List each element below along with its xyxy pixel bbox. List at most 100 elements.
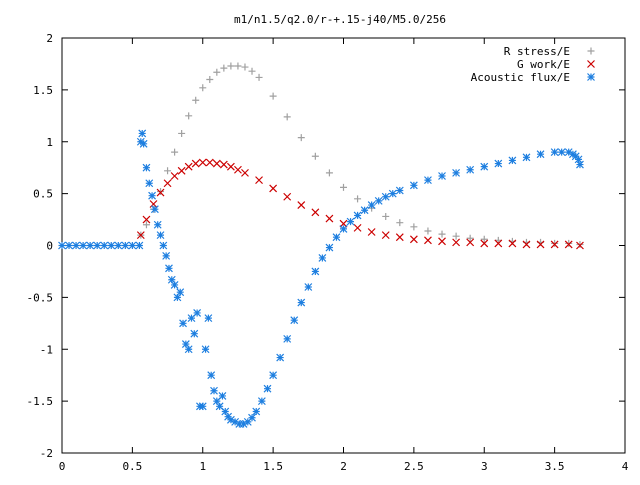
legend-marker xyxy=(587,73,595,81)
data-point xyxy=(231,417,240,426)
data-point xyxy=(114,241,123,250)
data-point xyxy=(198,402,207,411)
data-point xyxy=(283,113,291,121)
data-point xyxy=(128,241,137,250)
axes: 0 0.5 1 1.5 2 2.5 3 3.5 4 2 1.5 1 0.5 0 -0.5 -1 -1.5 -2 xyxy=(27,32,629,473)
data-point xyxy=(269,371,278,380)
data-point xyxy=(187,314,196,323)
data-point xyxy=(263,384,272,393)
data-point xyxy=(185,112,193,120)
data-point xyxy=(409,181,418,190)
legend-label: Acoustic flux/E xyxy=(471,71,570,84)
data-point xyxy=(290,316,299,325)
data-point xyxy=(452,168,461,177)
data-point xyxy=(176,288,185,297)
y-tick-label: 0 xyxy=(46,240,53,253)
data-point xyxy=(241,63,249,71)
data-point xyxy=(136,231,145,240)
data-point xyxy=(353,211,362,220)
data-point xyxy=(157,188,165,196)
data-point xyxy=(159,241,168,250)
plot-area xyxy=(58,62,584,428)
data-point xyxy=(297,298,306,307)
data-point xyxy=(360,206,369,215)
data-point xyxy=(255,73,263,81)
data-point xyxy=(536,150,545,159)
data-point xyxy=(466,234,474,242)
y-tick-label: 1.5 xyxy=(33,84,53,97)
data-point xyxy=(367,228,376,236)
data-point xyxy=(346,217,355,226)
data-point xyxy=(297,134,305,142)
data-point xyxy=(171,148,179,156)
data-point xyxy=(170,172,179,180)
data-point xyxy=(339,224,348,233)
data-point xyxy=(550,240,559,249)
data-point xyxy=(576,160,584,169)
data-point xyxy=(79,241,88,250)
data-point xyxy=(235,420,244,428)
data-point xyxy=(304,283,313,291)
data-point xyxy=(424,176,432,185)
data-point xyxy=(226,162,235,171)
data-point xyxy=(574,155,583,164)
data-point xyxy=(170,281,179,289)
data-point xyxy=(325,214,334,223)
data-point xyxy=(177,166,186,175)
data-point xyxy=(121,241,130,250)
data-point xyxy=(438,172,446,180)
data-point xyxy=(252,407,261,416)
data-point xyxy=(409,235,418,244)
data-point xyxy=(522,240,531,249)
data-point xyxy=(565,239,573,247)
data-point xyxy=(480,162,489,171)
data-point xyxy=(325,243,334,252)
data-point xyxy=(536,240,545,249)
data-point xyxy=(311,152,319,160)
data-point xyxy=(234,62,242,70)
data-point xyxy=(153,220,162,229)
data-point xyxy=(93,241,102,250)
y-tick-label: 1 xyxy=(46,136,53,149)
data-point xyxy=(145,179,154,188)
data-point xyxy=(367,201,376,209)
data-point xyxy=(374,196,383,205)
data-point xyxy=(438,237,446,246)
data-point xyxy=(248,413,256,422)
legend-marker xyxy=(587,47,595,55)
data-point xyxy=(557,148,566,157)
data-point xyxy=(148,191,157,200)
chart-title: m1/n1.5/q2.0/r-+.15-j40/M5.0/256 xyxy=(234,13,446,26)
data-point xyxy=(353,223,362,232)
data-point xyxy=(494,239,503,248)
data-point xyxy=(191,159,200,168)
data-point xyxy=(396,219,404,227)
y-tick-label: -0.5 xyxy=(27,291,54,304)
data-point xyxy=(212,397,221,406)
x-tick-label: 1 xyxy=(199,460,206,473)
series-2 xyxy=(136,158,584,250)
y-tick-label: -1.5 xyxy=(27,395,54,408)
legend-label: R stress/E xyxy=(504,45,570,58)
data-point xyxy=(318,254,327,262)
data-point xyxy=(255,176,263,185)
data-point xyxy=(173,293,182,302)
data-point xyxy=(192,96,200,104)
data-point xyxy=(219,160,228,169)
x-tick-label: 0.5 xyxy=(122,460,142,473)
data-point xyxy=(508,239,517,248)
data-point xyxy=(239,420,248,428)
data-point xyxy=(354,195,362,203)
data-point xyxy=(494,159,503,168)
data-point xyxy=(162,251,171,260)
series-3 xyxy=(58,129,584,428)
data-point xyxy=(218,392,227,400)
data-point xyxy=(551,239,559,247)
data-point xyxy=(381,231,390,240)
data-point xyxy=(65,241,73,250)
data-point xyxy=(311,208,320,217)
data-point xyxy=(193,309,202,317)
